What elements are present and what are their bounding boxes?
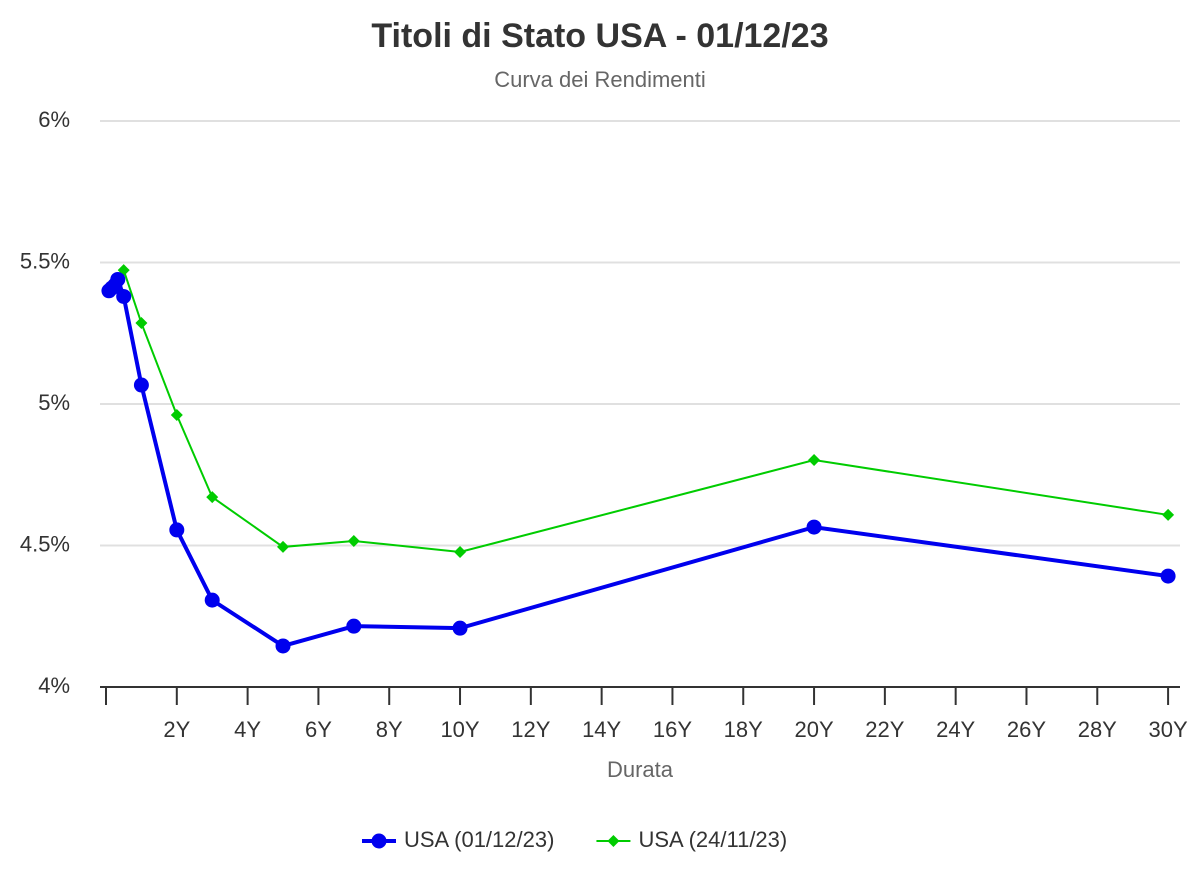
y-tick-label: 4.5% [20, 531, 70, 556]
x-tick-label: 14Y [582, 717, 621, 742]
chart-title: Titoli di Stato USA - 01/12/23 [371, 17, 828, 55]
point [1160, 568, 1176, 584]
point [808, 454, 821, 467]
x-tick-label: 26Y [1007, 717, 1046, 742]
point [454, 546, 467, 559]
point [204, 592, 220, 608]
x-tick-label: 2Y [163, 717, 190, 742]
series-line [107, 274, 1169, 649]
point [346, 618, 362, 634]
x-tick-label: 28Y [1078, 717, 1117, 742]
y-tick-label: 6% [38, 107, 70, 132]
legend-label: USA (24/11/23) [638, 827, 787, 852]
x-tick-label: 6Y [305, 717, 332, 742]
x-axis-title: Durata [607, 757, 674, 782]
point [135, 317, 148, 330]
point [170, 409, 183, 422]
point [110, 271, 126, 287]
chart-subtitle: Curva dei Rendimenti [494, 67, 706, 92]
y-tick-label: 5% [38, 390, 70, 415]
legend: USA (01/12/23) USA (24/11/23) [362, 827, 787, 852]
x-tick-label: 30Y [1149, 717, 1188, 742]
y-tick-label: 5.5% [20, 248, 70, 273]
y-tick-label: 4% [38, 673, 70, 698]
x-tick-label: 8Y [376, 717, 403, 742]
x-tick-label: 18Y [724, 717, 763, 742]
x-tick-label: 16Y [653, 717, 692, 742]
point [806, 519, 822, 535]
point [277, 540, 290, 553]
point [116, 288, 132, 304]
point [133, 377, 149, 393]
x-tick-label: 12Y [511, 717, 550, 742]
point [275, 638, 291, 654]
x-tick-label: 24Y [936, 717, 975, 742]
point [347, 534, 360, 547]
point [206, 491, 219, 504]
legend-marker [607, 835, 620, 847]
x-tick-label: 20Y [794, 717, 833, 742]
point [169, 522, 185, 538]
point [1162, 508, 1175, 521]
series-line [108, 267, 1169, 554]
x-tick-label: 4Y [234, 717, 261, 742]
x-tick-label: 22Y [865, 717, 904, 742]
legend-marker [371, 833, 387, 849]
x-tick-label: 10Y [440, 717, 479, 742]
point [452, 620, 468, 636]
legend-label: USA (01/12/23) [404, 827, 554, 852]
